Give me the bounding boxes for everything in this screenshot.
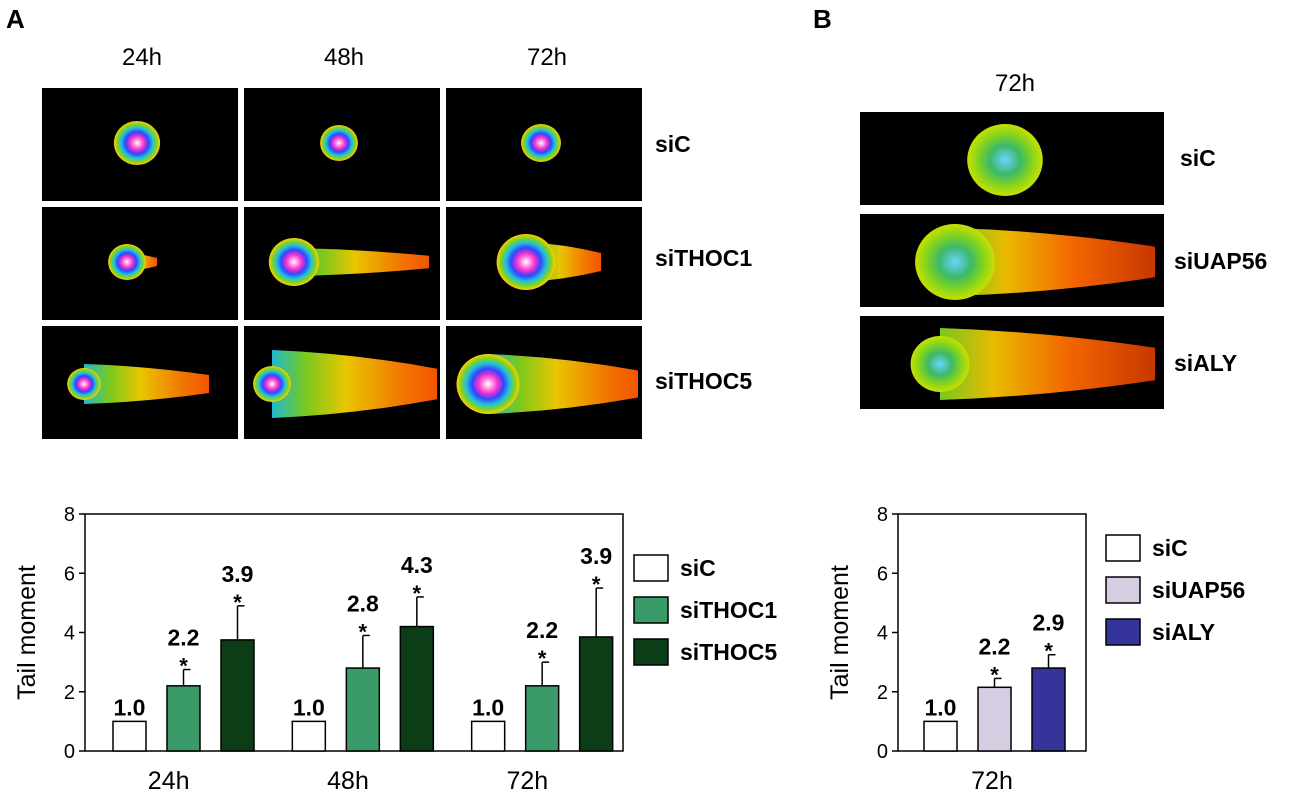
- significance-marker: *: [990, 662, 999, 687]
- bar-sithoc1-72h: [524, 685, 560, 752]
- y-tick-label: 6: [64, 563, 75, 585]
- comet-image-b-siuap56: [860, 214, 1164, 307]
- legend-swatch: [633, 638, 669, 666]
- comet-image-b-sialy: [860, 316, 1164, 409]
- legend-swatch: [1105, 576, 1141, 604]
- legend-label: siALY: [1152, 619, 1215, 645]
- comet-image-sithoc5-48h: [244, 326, 440, 439]
- significance-marker: *: [538, 646, 547, 671]
- comet-image-sic-72h: [446, 88, 642, 201]
- data-label: 4.3: [401, 552, 433, 578]
- legend-label: siUAP56: [1152, 577, 1245, 603]
- data-label: 2.2: [979, 633, 1011, 659]
- comet-image-b-sic: [860, 112, 1164, 205]
- legend-label: siTHOC5: [680, 639, 777, 665]
- y-tick-label: 2: [877, 682, 888, 704]
- y-tick-label: 0: [64, 741, 75, 763]
- row-label-b-sialy: siALY: [1174, 350, 1238, 376]
- row-label-sic: siC: [655, 131, 691, 157]
- significance-marker: *: [233, 590, 242, 615]
- row-label-b-siuap56: siUAP56: [1174, 248, 1268, 274]
- column-header-72h: 72h: [526, 44, 568, 71]
- bar-chart-b: 0 2 4 6 8 Tail moment 72h 1.0 * 2.2 * 2.9 siC siUAP56…: [826, 504, 1245, 795]
- y-tick-label: 2: [64, 682, 75, 704]
- legend-swatch: [1105, 534, 1141, 562]
- data-label: 1.0: [114, 694, 146, 720]
- row-label-sithoc5: siTHOC5: [655, 368, 753, 394]
- legend-label: siC: [680, 555, 716, 581]
- comet-image-sithoc5-24h: [42, 326, 238, 439]
- row-label-b-sic: siC: [1180, 145, 1216, 171]
- column-header-72h-b: 72h: [994, 70, 1036, 97]
- comet-image-sithoc1-24h: [42, 207, 238, 320]
- y-axis-label: Tail moment: [13, 565, 41, 700]
- bar-sithoc1-48h: [345, 667, 381, 752]
- column-header-24h: 24h: [121, 44, 163, 71]
- legend-label: siC: [1152, 535, 1188, 561]
- legend-label: siTHOC1: [680, 597, 777, 623]
- bar-sithoc5-72h: [578, 636, 614, 752]
- panel-a-letter: A: [6, 4, 25, 34]
- bar-sithoc5-48h: [399, 625, 435, 752]
- comet-image-sithoc1-72h: [446, 207, 642, 320]
- data-label: 2.2: [526, 617, 558, 643]
- bar-sithoc5-24h: [220, 639, 255, 752]
- y-tick-label: 4: [877, 623, 888, 645]
- bar-sic-72h: [470, 720, 506, 752]
- y-tick-label: 6: [877, 563, 888, 585]
- row-label-sithoc1: siTHOC1: [655, 245, 753, 271]
- y-tick-label: 4: [64, 623, 75, 645]
- x-category-label: 72h: [971, 767, 1013, 795]
- significance-marker: *: [1044, 639, 1053, 664]
- legend-swatch: [633, 596, 669, 624]
- comet-image-sithoc1-48h: [244, 207, 440, 320]
- bar-sialy-72h: [1031, 667, 1066, 752]
- comet-image-sic-24h: [42, 88, 238, 201]
- significance-marker: *: [359, 619, 368, 644]
- panel-b-letter: B: [813, 4, 832, 34]
- y-axis-label: Tail moment: [826, 565, 854, 700]
- bar-sic-24h: [112, 720, 147, 752]
- y-tick-label: 0: [877, 741, 888, 763]
- y-tick-label: 8: [64, 504, 75, 526]
- column-header-48h: 48h: [323, 44, 365, 71]
- significance-marker: *: [179, 654, 188, 679]
- x-category-label: 48h: [327, 767, 369, 795]
- comet-image-grid-a: [42, 88, 642, 440]
- bar-sic-48h: [291, 720, 327, 752]
- bar-sithoc1-24h: [166, 685, 201, 752]
- x-category-label: 72h: [506, 767, 548, 795]
- data-label: 3.9: [580, 543, 612, 569]
- significance-marker: *: [413, 581, 422, 606]
- bar-sic-72h: [923, 720, 958, 752]
- data-label: 1.0: [925, 694, 957, 720]
- significance-marker: *: [592, 572, 601, 597]
- legend-swatch: [1105, 618, 1141, 646]
- data-label: 3.9: [222, 561, 254, 587]
- data-label: 2.2: [168, 625, 200, 651]
- data-label: 1.0: [293, 694, 325, 720]
- comet-image-sic-48h: [244, 88, 440, 201]
- data-label: 2.8: [347, 590, 379, 616]
- bar-siuap56-72h: [977, 686, 1012, 752]
- y-tick-label: 8: [877, 504, 888, 526]
- x-category-label: 24h: [148, 767, 190, 795]
- comet-image-sithoc5-72h: [446, 326, 642, 439]
- bar-chart-a: 0 2 4 6 8 Tail moment 24h 1.0 * 2.2 * 3.9 48h 1.0 * 2.8…: [13, 504, 777, 795]
- data-label: 2.9: [1033, 610, 1065, 636]
- data-label: 1.0: [472, 694, 504, 720]
- legend-swatch: [633, 554, 669, 582]
- comet-image-grid-b: [860, 112, 1168, 412]
